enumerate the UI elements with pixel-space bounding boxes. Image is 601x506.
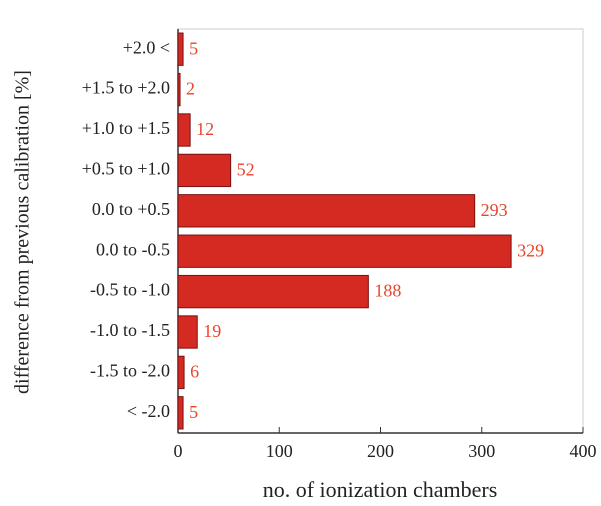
value-label: 19: [203, 321, 221, 341]
value-label: 329: [517, 240, 544, 260]
plot-frame: [177, 28, 584, 434]
x-tick-label: 0: [174, 441, 183, 461]
x-tick-label: 200: [367, 441, 394, 461]
y-tick-label: +2.0 <: [123, 37, 170, 57]
value-label: 293: [481, 200, 508, 220]
value-label: 6: [190, 362, 199, 382]
bar: [177, 396, 184, 430]
bar: [177, 113, 191, 147]
y-tick-label: 0.0 to +0.5: [92, 199, 170, 219]
y-axis-title: difference from previous calibration [%]: [12, 70, 34, 394]
x-axis-title: no. of ionization chambers: [263, 477, 498, 502]
bar: [177, 234, 512, 268]
y-tick-label: 0.0 to -0.5: [96, 239, 170, 259]
y-tick-label: -1.5 to -2.0: [90, 361, 170, 381]
bar: [177, 194, 476, 228]
y-tick-label: -0.5 to -1.0: [90, 280, 170, 300]
bar: [177, 274, 369, 309]
value-label: 5: [189, 402, 198, 422]
bar: [177, 72, 181, 107]
y-tick-label: -1.0 to -1.5: [90, 320, 170, 340]
y-tick-label: +1.0 to +1.5: [82, 118, 170, 138]
value-label: 2: [186, 79, 195, 99]
value-label: 188: [374, 281, 401, 301]
x-tick-label: 100: [266, 441, 293, 461]
x-tick-label: 400: [570, 441, 597, 461]
y-tick-label: < -2.0: [127, 401, 170, 421]
y-tick-label: +0.5 to +1.0: [82, 159, 170, 179]
x-tick-label: 300: [468, 441, 495, 461]
bar: [177, 153, 232, 188]
bar: [177, 32, 184, 66]
bar: [177, 315, 198, 349]
value-label: 12: [196, 119, 214, 139]
bar: [177, 355, 185, 390]
value-label: 52: [237, 160, 255, 180]
value-label: 5: [189, 38, 198, 58]
y-tick-label: +1.5 to +2.0: [82, 78, 170, 98]
